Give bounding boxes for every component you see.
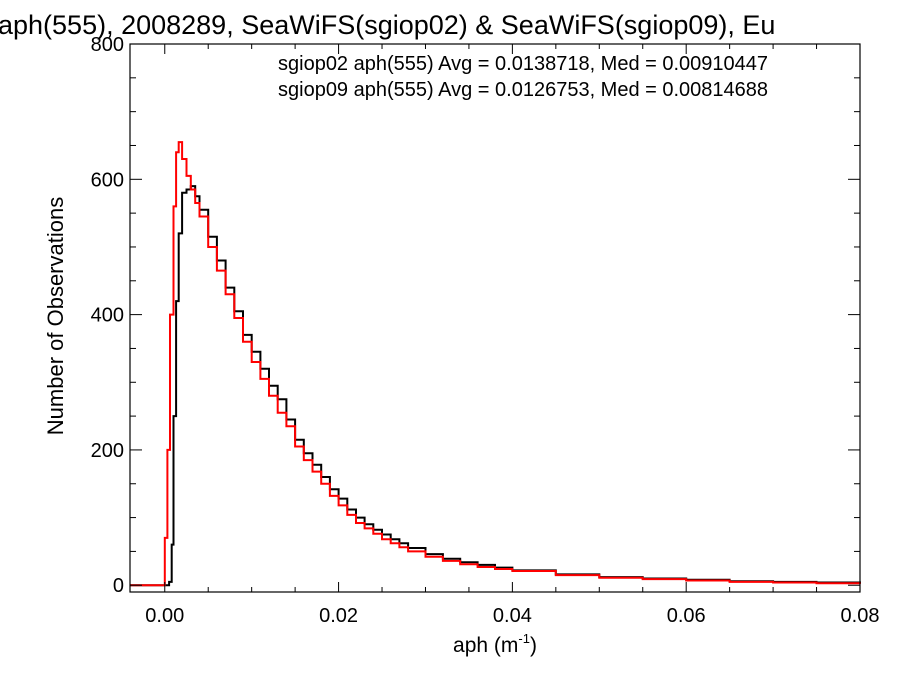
y-tick-label: 400 — [91, 305, 124, 327]
stats-annotation-sgiop09: sgiop09 aph(555) Avg = 0.0126753, Med = … — [278, 79, 768, 101]
x-axis-label-superscript: -1 — [518, 631, 530, 646]
y-tick-label: 800 — [91, 34, 124, 56]
x-tick-label: 0.00 — [145, 605, 184, 627]
y-tick-label: 200 — [91, 440, 124, 462]
histogram-series-0 — [130, 185, 861, 587]
x-tick-label: 0.02 — [319, 605, 358, 627]
chart-title: aph(555), 2008289, SeaWiFS(sgiop02) & Se… — [0, 10, 775, 40]
x-tick-label: 0.04 — [493, 605, 532, 627]
plot-area: 0.00 0.02 0.04 0.06 0.08 0 200 400 600 800 — [91, 34, 880, 627]
y-tick-label: 0 — [113, 575, 124, 597]
x-axis-label-main: aph (m — [453, 634, 518, 657]
stats-annotation-sgiop02: sgiop02 aph(555) Avg = 0.0138718, Med = … — [278, 53, 768, 75]
y-axis-label: Number of Observations — [43, 197, 68, 435]
x-tick-label: 0.06 — [667, 605, 706, 627]
x-axis-label: aph (m-1) — [453, 631, 537, 657]
x-axis-label-close: ) — [530, 634, 537, 657]
y-tick-label: 600 — [91, 169, 124, 191]
plot-frame — [129, 43, 861, 593]
x-tick-label: 0.08 — [841, 605, 880, 627]
histogram-series-1 — [130, 141, 861, 587]
